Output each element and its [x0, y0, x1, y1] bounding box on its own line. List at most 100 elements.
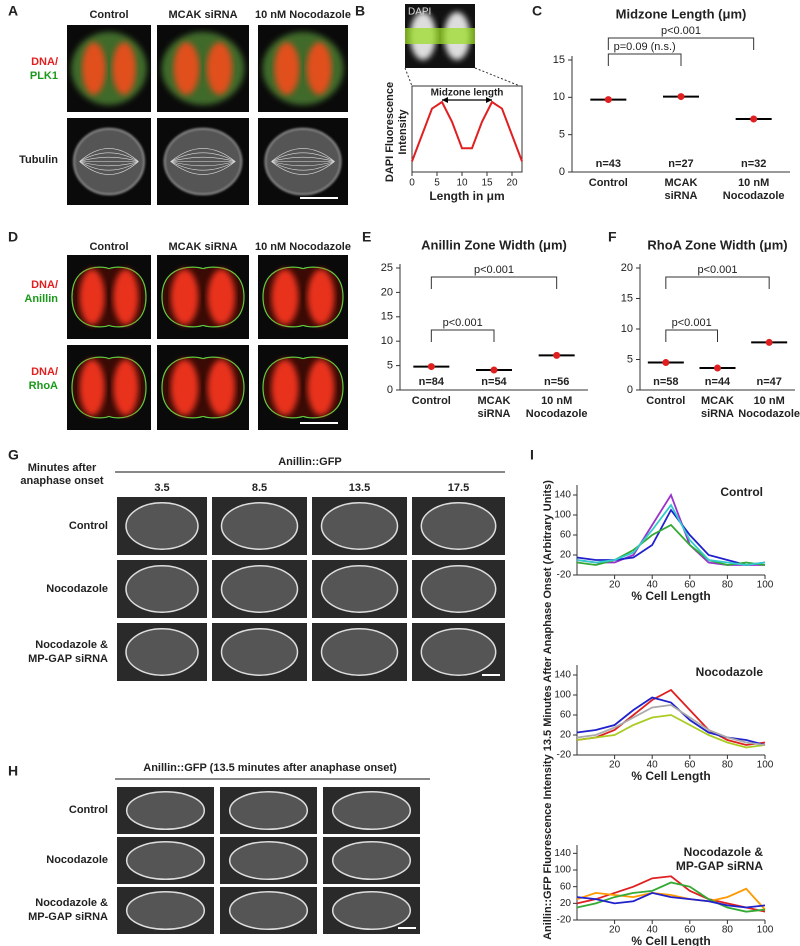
x-tick-label: 20 — [609, 760, 621, 771]
data-line — [576, 508, 766, 566]
micrograph — [117, 887, 214, 934]
y-tick-label: 20 — [560, 898, 572, 909]
micrograph — [258, 25, 348, 112]
mean-marker — [604, 96, 612, 104]
dna — [173, 42, 200, 95]
micrograph — [258, 255, 348, 339]
dna — [170, 359, 199, 416]
micrograph — [323, 787, 420, 834]
y-tick-label: 15 — [621, 292, 633, 304]
chart-title: Midzone Length (μm) — [616, 6, 747, 21]
micrograph — [220, 887, 317, 934]
x-tick-label: 10 nM — [541, 395, 572, 407]
annotation: p<0.001 — [661, 25, 701, 37]
y-tick-label: 15 — [381, 311, 393, 323]
cell — [125, 502, 199, 550]
row-label: DNA/ — [31, 56, 58, 68]
cell — [125, 628, 199, 676]
cell — [331, 890, 412, 931]
dna — [170, 269, 199, 325]
x-tick-label: 60 — [684, 580, 696, 591]
x-axis-label: % Cell Length — [631, 769, 710, 783]
mean-marker — [750, 115, 758, 123]
x-axis-label: % Cell Length — [631, 934, 710, 946]
micrograph — [157, 255, 249, 339]
x-tick-label: 100 — [757, 580, 774, 591]
cell — [320, 565, 399, 613]
y-tick-label: 60 — [560, 530, 572, 541]
mean-marker — [553, 351, 561, 359]
y-tick-label: 100 — [554, 510, 571, 521]
cell — [420, 502, 497, 550]
x-tick-label: 80 — [722, 925, 734, 936]
chart-title: Anillin Zone Width (μm) — [421, 237, 567, 252]
chart-title: Nocodazole & — [684, 845, 764, 859]
micrograph — [312, 560, 407, 618]
row-label: MP-GAP siRNA — [28, 911, 108, 923]
chart-title: Control — [720, 485, 763, 499]
annotation: p<0.001 — [443, 317, 483, 329]
x-tick-label: Control — [412, 395, 451, 407]
x-tick-label: Nocodazole — [526, 408, 588, 420]
micrograph — [117, 497, 207, 555]
micrograph — [157, 118, 249, 205]
x-tick-label: MCAK — [701, 395, 734, 407]
n-label: n=27 — [668, 158, 693, 170]
cell — [420, 628, 497, 676]
y-tick-label: 0 — [387, 384, 393, 396]
bracket — [430, 276, 558, 289]
cell — [320, 502, 399, 550]
axis — [571, 56, 790, 173]
cell — [331, 790, 412, 831]
arrowheads — [442, 97, 492, 103]
x-tick-label: 40 — [647, 925, 659, 936]
column-header: MCAK siRNA — [168, 9, 237, 21]
chart-title: MP-GAP siRNA — [676, 859, 763, 873]
spindle — [170, 148, 236, 162]
n-label: n=58 — [653, 376, 678, 388]
dna — [82, 42, 106, 95]
y-tick-label: 20 — [560, 730, 572, 741]
row-label: Control — [69, 804, 108, 816]
x-tick-label: siRNA — [664, 190, 697, 202]
x-axis-label: % Cell Length — [631, 589, 710, 603]
image-label: DAPI — [408, 7, 431, 18]
data-line — [576, 688, 766, 746]
dna — [207, 359, 236, 416]
dna — [307, 359, 335, 416]
data-line — [576, 887, 766, 911]
micrograph — [67, 25, 151, 112]
x-tick-label: MCAK — [478, 395, 511, 407]
y-tick-label: 10 — [553, 91, 565, 103]
x-tick-label: MCAK — [665, 177, 698, 189]
row-label: Nocodazole & — [35, 639, 108, 651]
dna — [206, 42, 233, 95]
micrograph — [212, 623, 307, 681]
annotation: p<0.001 — [672, 317, 712, 329]
x-tick-label: 40 — [647, 760, 659, 771]
dna — [307, 269, 335, 325]
panel-letter: C — [532, 3, 542, 19]
profile-line — [411, 100, 523, 162]
y-tick-label: 60 — [560, 881, 572, 892]
y-tick-label: 20 — [560, 550, 572, 561]
column-header: Control — [89, 9, 128, 21]
spindle — [170, 161, 236, 171]
cell — [320, 628, 399, 676]
y-axis-label: Intensity — [397, 109, 409, 155]
dna — [306, 42, 332, 95]
micrograph — [117, 623, 207, 681]
x-tick-label: 5 — [434, 178, 440, 189]
cell — [125, 890, 206, 931]
dna — [113, 359, 139, 416]
column-header: 10 nM Nocodazole — [255, 241, 351, 253]
y-tick-label: -20 — [557, 915, 572, 926]
cell — [220, 502, 299, 550]
data-line — [576, 503, 766, 566]
micrograph — [220, 837, 317, 884]
x-tick-label: 60 — [684, 760, 696, 771]
y-tick-label: 25 — [381, 262, 393, 274]
micrograph — [117, 560, 207, 618]
n-label: n=44 — [705, 376, 731, 388]
dna — [79, 359, 105, 416]
